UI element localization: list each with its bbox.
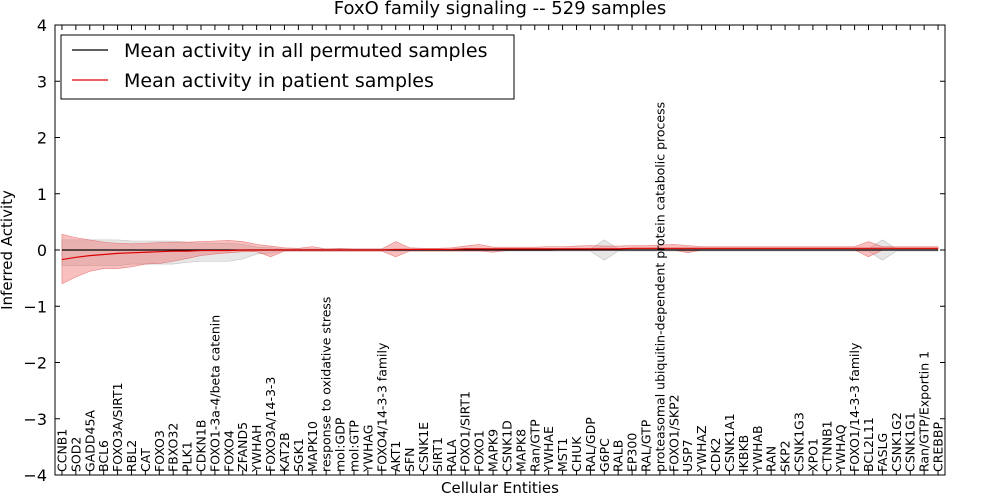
x-tick-label: MAPK9 <box>486 429 501 472</box>
x-tick-label: CSNK1G1 <box>903 412 918 472</box>
y-tick-label: −1 <box>23 297 47 316</box>
x-tick-label: SFN <box>402 448 417 472</box>
x-tick-label: FOXO1-3a-4/beta catenin <box>207 315 222 472</box>
x-tick-label: PLK1 <box>180 441 195 472</box>
y-tick-label: −4 <box>23 466 47 485</box>
y-tick-label: −3 <box>23 410 47 429</box>
y-tick-label: 1 <box>37 185 47 204</box>
x-tick-label: FOXO1/14-3-3 family <box>847 342 862 472</box>
x-tick-label: CSNK1D <box>499 420 514 472</box>
x-tick-label: CSNK1G2 <box>889 412 904 472</box>
x-tick-label: CAT <box>138 448 153 472</box>
x-tick-label: FOXO4 <box>221 430 236 472</box>
x-tick-label: YWHAH <box>249 425 264 473</box>
legend-label-0: Mean activity in all permuted samples <box>124 40 487 62</box>
chart-title: FoxO family signaling -- 529 samples <box>334 0 666 19</box>
x-tick-label: SIRT1 <box>430 437 445 472</box>
x-tick-label: FOXO3 <box>152 430 167 472</box>
x-tick-label: BCL2L11 <box>861 417 876 472</box>
y-tick-label: 2 <box>37 129 47 148</box>
x-tick-label: RAL/GTP <box>639 419 654 472</box>
x-tick-label: CREBBP <box>931 422 946 472</box>
x-tick-label: G6PC <box>597 438 612 472</box>
x-tick-label: IKBKB <box>736 435 751 472</box>
x-tick-label: CHUK <box>569 436 584 472</box>
x-tick-label: CDK2 <box>708 437 723 472</box>
x-tick-label: USP7 <box>680 439 695 472</box>
x-tick-label: YWHAG <box>360 425 375 473</box>
x-tick-label: FBXO32 <box>166 423 181 472</box>
x-tick-label: SKP2 <box>778 440 793 472</box>
x-tick-label: CCNB1 <box>54 429 69 472</box>
x-tick-label: GADD45A <box>82 410 97 472</box>
x-tick-label: ZFAND5 <box>235 422 250 472</box>
x-tick-label: RBL2 <box>124 440 139 472</box>
x-tick-label: CSNK1E <box>416 422 431 472</box>
x-tick-label: FOXO1/SIRT1 <box>458 391 473 472</box>
x-tick-label: MAPK8 <box>513 429 528 472</box>
x-tick-label: YWHAQ <box>833 424 848 473</box>
y-tick-label: 3 <box>37 72 47 91</box>
x-tick-label: response to oxidative stress <box>319 297 334 472</box>
x-tick-label: EP300 <box>625 433 640 472</box>
x-axis-title: Cellular Entities <box>441 479 559 497</box>
x-tick-label: Ran/GTP/Exportin 1 <box>917 351 932 472</box>
x-tick-label: XPO1 <box>805 438 820 472</box>
legend-box <box>60 34 515 100</box>
series-line-1 <box>61 247 939 261</box>
x-tick-label: FOXO3A/14-3-3 <box>263 377 278 472</box>
x-tick-label: RAN <box>764 446 779 472</box>
x-tick-label: FASLG <box>875 433 890 472</box>
x-tick-label: FOXO1/SKP2 <box>666 394 681 472</box>
x-tick-label: RAL/GDP <box>583 417 598 472</box>
x-tick-label: YWHAZ <box>694 425 709 473</box>
x-tick-label: mol:GTP <box>346 420 361 472</box>
x-tick-label: AKT1 <box>388 441 403 472</box>
y-axis-title: Inferred Activity <box>0 190 16 310</box>
x-tick-label: SGK1 <box>291 438 306 472</box>
x-tick-label: Ran/GTP <box>527 419 542 472</box>
x-tick-label: YWHAE <box>541 426 556 473</box>
x-tick-label: RALB <box>611 440 626 472</box>
x-tick-label: MAPK10 <box>305 421 320 472</box>
x-tick-label: BCL6 <box>96 440 111 472</box>
x-tick-label: SOD2 <box>68 437 83 472</box>
y-tick-label: −2 <box>23 354 47 373</box>
x-tick-label: KAT2B <box>277 432 292 472</box>
x-tick-label: mol:GDP <box>333 417 348 472</box>
x-tick-label: RALA <box>444 439 459 472</box>
x-tick-label: FOXO1 <box>472 430 487 472</box>
x-tick-label: CDKN1B <box>194 420 209 472</box>
x-tick-label: FOXO4/14-3-3 family <box>374 342 389 472</box>
y-tick-label: 0 <box>37 241 47 260</box>
x-tick-label: MST1 <box>555 438 570 472</box>
x-tick-label: proteasomal ubiquitin-dependent protein … <box>652 102 667 472</box>
x-tick-label: FOXO3A/SIRT1 <box>110 382 125 472</box>
x-tick-label: YWHAB <box>750 425 765 473</box>
y-tick-label: 4 <box>37 16 47 35</box>
x-tick-label: CSNK1A1 <box>722 413 737 472</box>
x-tick-label: CSNK1G3 <box>791 412 806 472</box>
legend-label-1: Mean activity in patient samples <box>124 70 434 92</box>
x-tick-label: CTNNB1 <box>819 420 834 472</box>
